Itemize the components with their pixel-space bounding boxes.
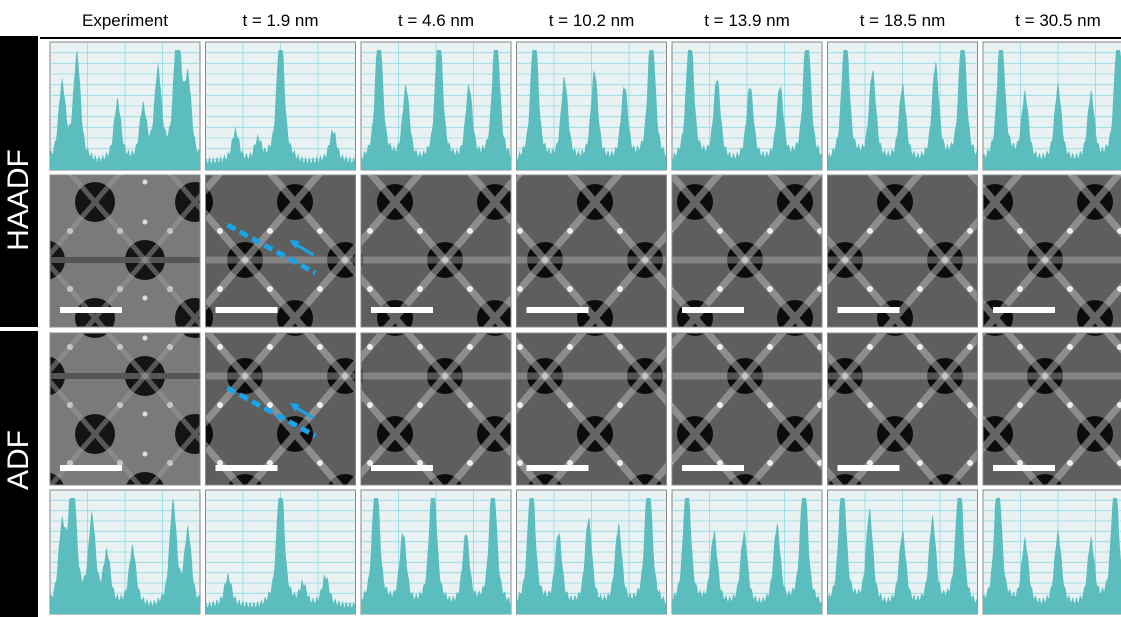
scale-bar xyxy=(993,465,1055,471)
sim-image xyxy=(672,333,822,485)
sim-image xyxy=(50,333,200,485)
column-header: Experiment xyxy=(82,11,168,30)
scale-bar xyxy=(371,465,433,471)
row-label: HAADF xyxy=(2,149,35,251)
row-label: ADF xyxy=(2,430,35,490)
scale-bar xyxy=(838,465,900,471)
sim-image xyxy=(517,175,667,327)
scale-bar xyxy=(216,465,278,471)
sim-image xyxy=(983,175,1121,327)
figure: HAADF ADF Experiment t = 1.9 nm t = 4.6 nm… xyxy=(0,0,1121,617)
column-header: t = 18.5 nm xyxy=(860,11,946,30)
scale-bar xyxy=(216,307,278,313)
sim-image xyxy=(828,175,978,327)
column-header: t = 30.5 nm xyxy=(1015,11,1101,30)
sim-image xyxy=(206,175,356,327)
scale-bar xyxy=(993,307,1055,313)
sim-image xyxy=(517,333,667,485)
column-header: t = 13.9 nm xyxy=(704,11,790,30)
sim-image xyxy=(361,175,511,327)
column-header: t = 1.9 nm xyxy=(242,11,318,30)
scale-bar xyxy=(838,307,900,313)
sim-image xyxy=(206,333,356,485)
scale-bar xyxy=(527,465,589,471)
scale-bar xyxy=(682,307,744,313)
sim-image xyxy=(361,333,511,485)
scale-bar xyxy=(682,465,744,471)
scale-bar xyxy=(371,307,433,313)
row-label-bar xyxy=(0,36,38,617)
scale-bar xyxy=(60,465,122,471)
sim-image xyxy=(672,175,822,327)
sim-image xyxy=(983,333,1121,485)
scale-bar xyxy=(60,307,122,313)
sim-image xyxy=(828,333,978,485)
column-header: t = 10.2 nm xyxy=(549,11,635,30)
sim-image xyxy=(50,175,200,327)
scale-bar xyxy=(527,307,589,313)
column-header: t = 4.6 nm xyxy=(398,11,474,30)
row-separator xyxy=(0,327,1121,331)
